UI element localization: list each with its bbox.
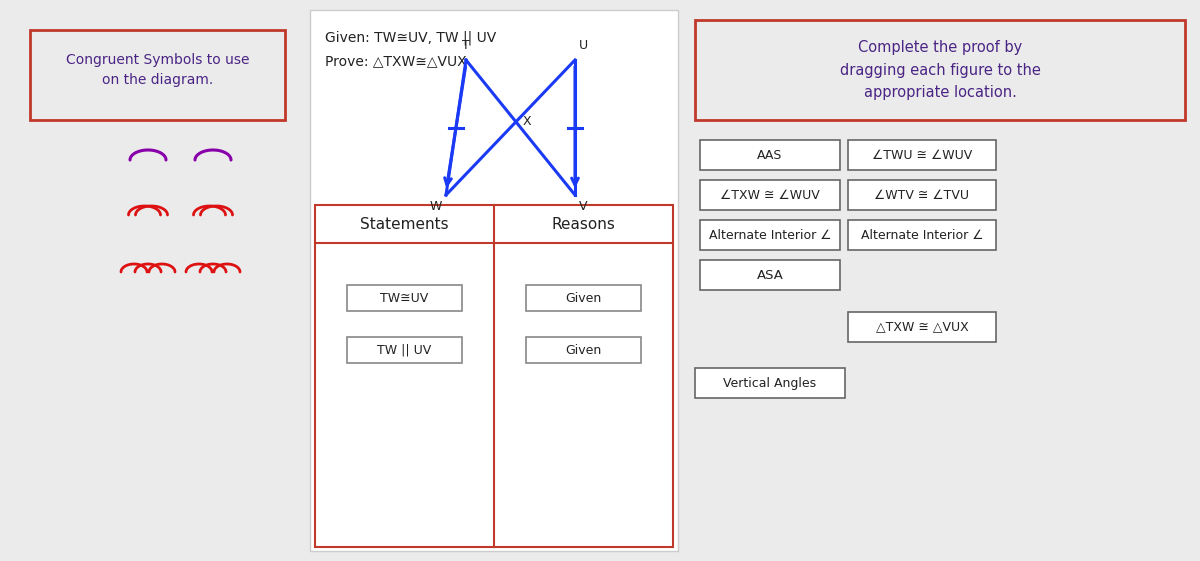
Text: W: W [430,200,442,213]
FancyBboxPatch shape [700,180,840,210]
Text: U: U [580,39,588,52]
FancyBboxPatch shape [314,205,673,547]
Text: TW≅UV: TW≅UV [380,292,428,305]
Text: Reasons: Reasons [552,217,616,232]
FancyBboxPatch shape [526,337,641,363]
Text: V: V [580,200,588,213]
Text: Complete the proof by
dragging each figure to the
appropriate location.: Complete the proof by dragging each figu… [840,40,1040,100]
Text: Alternate Interior ∠: Alternate Interior ∠ [860,228,983,241]
FancyBboxPatch shape [30,30,286,120]
FancyBboxPatch shape [695,368,845,398]
FancyBboxPatch shape [700,140,840,170]
Text: ∠TWU ≅ ∠WUV: ∠TWU ≅ ∠WUV [872,149,972,162]
Text: Prove: △TXW≅△VUX: Prove: △TXW≅△VUX [325,54,467,68]
FancyBboxPatch shape [700,220,840,250]
FancyBboxPatch shape [700,260,840,290]
Text: Congruent Symbols to use
on the diagram.: Congruent Symbols to use on the diagram. [66,53,250,87]
FancyBboxPatch shape [347,285,462,311]
FancyBboxPatch shape [347,337,462,363]
Text: △TXW ≅ △VUX: △TXW ≅ △VUX [876,320,968,333]
Text: Given: Given [565,343,601,356]
Text: Given: Given [565,292,601,305]
Text: Statements: Statements [360,217,449,232]
Text: Alternate Interior ∠: Alternate Interior ∠ [709,228,832,241]
FancyBboxPatch shape [310,10,678,551]
FancyBboxPatch shape [848,220,996,250]
Text: AAS: AAS [757,149,782,162]
FancyBboxPatch shape [848,312,996,342]
FancyBboxPatch shape [526,285,641,311]
Text: ∠TXW ≅ ∠WUV: ∠TXW ≅ ∠WUV [720,188,820,201]
FancyBboxPatch shape [848,180,996,210]
Text: T: T [462,39,470,52]
FancyBboxPatch shape [848,140,996,170]
Text: Vertical Angles: Vertical Angles [724,376,816,389]
Text: X: X [523,116,532,128]
Text: ASA: ASA [756,269,784,282]
FancyBboxPatch shape [695,20,1186,120]
Text: Given: TW≅UV, TW || UV: Given: TW≅UV, TW || UV [325,30,497,44]
Text: TW || UV: TW || UV [377,343,432,356]
Text: ∠WTV ≅ ∠TVU: ∠WTV ≅ ∠TVU [875,188,970,201]
